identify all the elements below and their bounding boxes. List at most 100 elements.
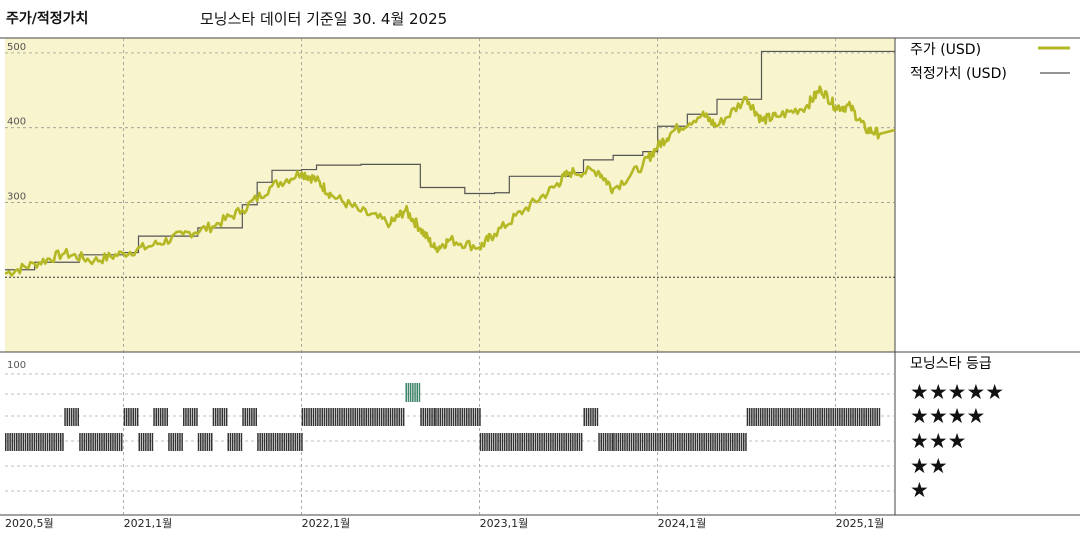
- rating-tick: [259, 433, 261, 451]
- rating-tick: [363, 408, 365, 426]
- rating-tick: [759, 408, 762, 426]
- rating-tick: [587, 408, 590, 426]
- rating-tick: [350, 408, 352, 426]
- rating-tick: [358, 408, 361, 426]
- rating-segment-4-star: [64, 408, 79, 426]
- star-rating-bars: [5, 383, 881, 451]
- rating-tick: [134, 408, 137, 426]
- rating-tick: [270, 433, 272, 451]
- rating-tick: [242, 408, 244, 426]
- rating-segment-3-star: [79, 433, 123, 451]
- rating-tick: [514, 433, 517, 451]
- rating-tick: [748, 408, 751, 426]
- rating-tick: [806, 408, 808, 426]
- fair-value-line: [5, 50, 895, 271]
- rating-tick: [773, 408, 775, 426]
- rating-tick: [191, 408, 194, 426]
- rating-tick: [149, 433, 151, 451]
- rating-tick: [33, 433, 36, 451]
- rating-tick: [336, 408, 339, 426]
- rating-tick: [389, 408, 392, 426]
- rating-tick: [477, 408, 479, 426]
- rating-tick: [784, 408, 786, 426]
- rating-tick: [596, 408, 599, 426]
- rating-tick: [112, 433, 114, 451]
- x-tick-label: 2025,1월: [836, 517, 885, 530]
- rating-tick: [479, 433, 482, 451]
- one-star-label: ★: [910, 478, 929, 502]
- rating-tick: [334, 408, 337, 426]
- rating-tick: [590, 408, 592, 426]
- rating-tick: [53, 433, 55, 451]
- rating-tick: [257, 433, 259, 451]
- rating-tick: [459, 408, 461, 426]
- rating-segment-3-star: [613, 433, 747, 451]
- rating-tick: [867, 408, 870, 426]
- rating-tick: [231, 433, 234, 451]
- rating-tick: [429, 408, 431, 426]
- rating-tick: [543, 433, 545, 451]
- rating-tick: [187, 408, 189, 426]
- rating-tick: [650, 433, 653, 451]
- rating-tick: [652, 433, 655, 451]
- rating-tick: [38, 433, 40, 451]
- rating-tick: [88, 433, 90, 451]
- rating-tick: [808, 408, 810, 426]
- rating-tick: [718, 433, 721, 451]
- rating-tick: [523, 433, 526, 451]
- rating-tick: [856, 408, 859, 426]
- rating-tick: [229, 433, 232, 451]
- rating-tick: [466, 408, 468, 426]
- rating-tick: [786, 408, 788, 426]
- rating-tick: [497, 433, 499, 451]
- rating-tick: [580, 433, 583, 451]
- rating-tick: [633, 433, 635, 451]
- rating-tick: [499, 433, 501, 451]
- rating-tick: [121, 433, 123, 451]
- rating-tick: [310, 408, 312, 426]
- rating-tick: [75, 408, 77, 426]
- rating-tick: [251, 408, 253, 426]
- rating-tick: [49, 433, 51, 451]
- rating-tick: [292, 433, 294, 451]
- rating-tick: [405, 383, 407, 402]
- rating-segment-3-star: [257, 433, 303, 451]
- rating-tick: [781, 408, 784, 426]
- rating-segment-4-star: [242, 408, 257, 426]
- x-tick-label: 2020,5월: [5, 517, 54, 530]
- rating-tick: [828, 408, 830, 426]
- rating-tick: [361, 408, 363, 426]
- rating-tick: [424, 408, 427, 426]
- rating-tick: [530, 433, 532, 451]
- rating-tick: [7, 433, 9, 451]
- rating-tick: [441, 408, 444, 426]
- rating-tick: [554, 433, 556, 451]
- rating-tick: [457, 408, 459, 426]
- rating-tick: [743, 433, 745, 451]
- rating-tick: [690, 433, 692, 451]
- rating-segment-4-star: [746, 408, 881, 426]
- rating-tick: [495, 433, 497, 451]
- rating-tick: [810, 408, 812, 426]
- rating-tick: [221, 408, 223, 426]
- rating-tick: [663, 433, 666, 451]
- rating-tick: [825, 408, 828, 426]
- rating-tick: [558, 433, 561, 451]
- rating-tick: [16, 433, 18, 451]
- rating-tick: [283, 433, 286, 451]
- rating-tick: [481, 433, 484, 451]
- rating-segment-4-star: [301, 408, 405, 426]
- rating-tick: [319, 408, 321, 426]
- page-title: 주가/적정가치: [6, 11, 89, 27]
- rating-tick: [266, 433, 268, 451]
- rating-tick: [539, 433, 541, 451]
- rating-tick: [234, 433, 236, 451]
- rating-tick: [714, 433, 716, 451]
- rating-tick: [869, 408, 872, 426]
- rating-tick: [474, 408, 477, 426]
- rating-tick: [369, 408, 372, 426]
- rating-tick: [317, 408, 319, 426]
- rating-tick: [777, 408, 779, 426]
- rating-tick: [214, 408, 217, 426]
- rating-tick: [290, 433, 292, 451]
